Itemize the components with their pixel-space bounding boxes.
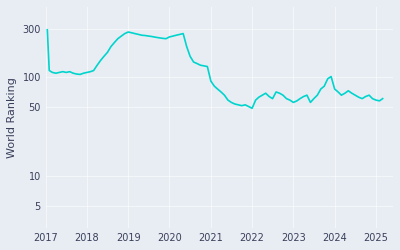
Y-axis label: World Ranking: World Ranking	[7, 77, 17, 158]
